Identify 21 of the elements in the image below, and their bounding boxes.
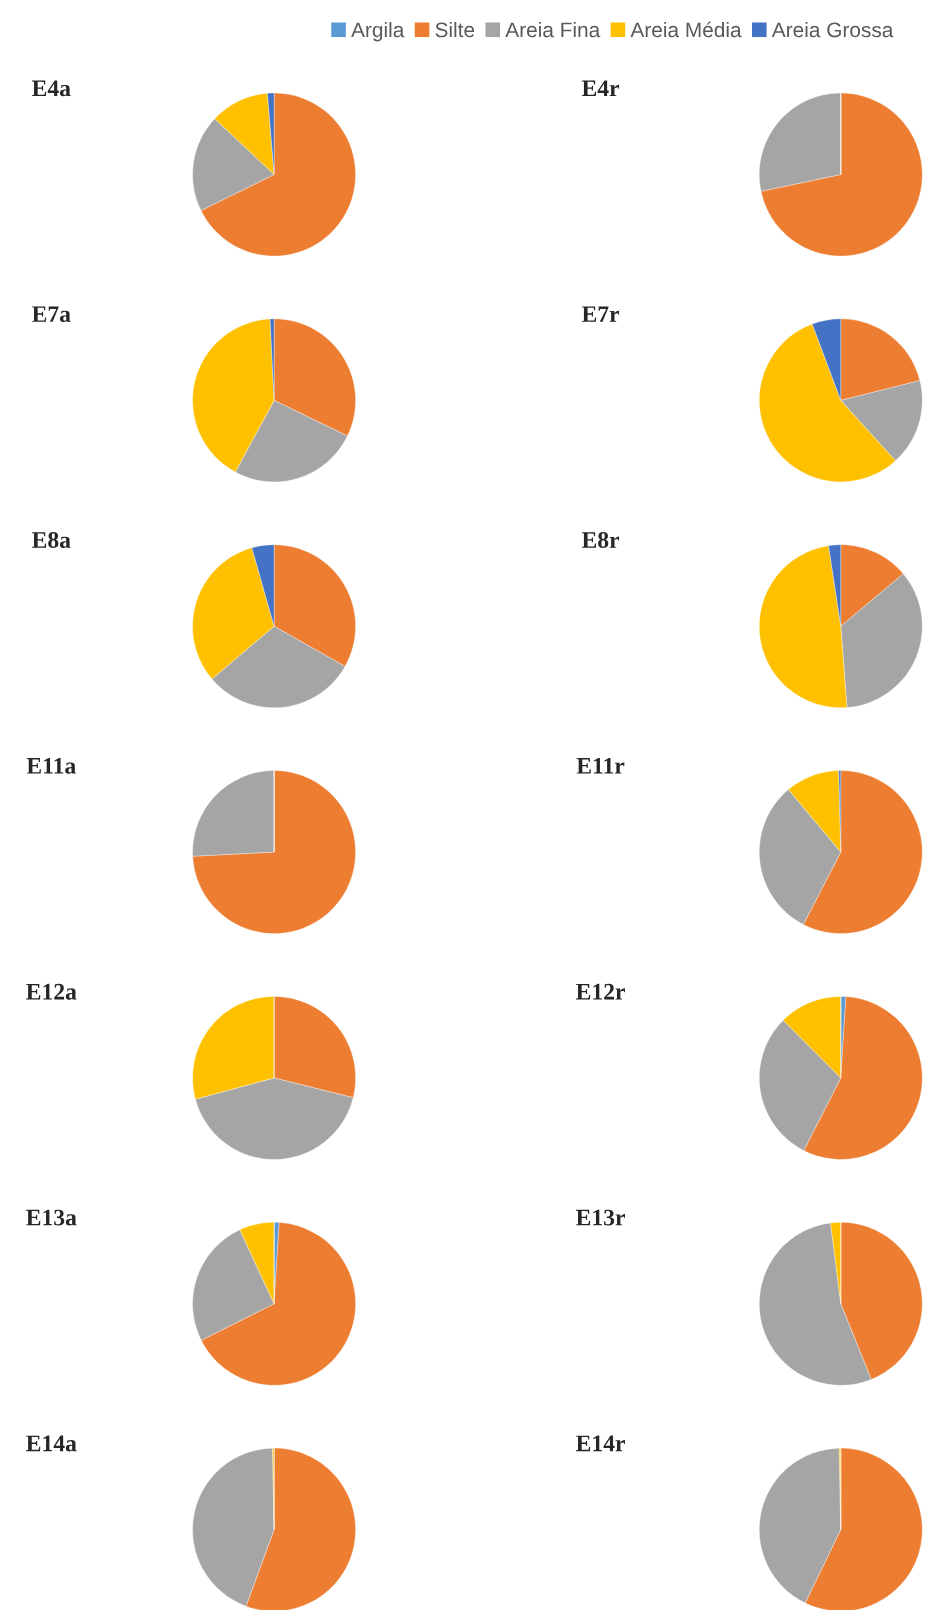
legend-label: Areia Média [630,21,742,38]
chart-title: E13r [576,1209,625,1226]
legend-label: Areia Grossa [771,21,894,38]
chart-title: E7r [581,306,620,322]
text: E4a [32,80,71,97]
chart-title: E14a [26,1435,77,1452]
chart-title: E12r [576,983,625,1000]
chart-title: E8a [32,532,71,548]
chart-title: E12a [26,983,77,1000]
chart-title: E8r [581,532,620,548]
chart-title: E7a [32,306,71,323]
legend-label: Argila [351,21,405,42]
chart-title: E14r [576,1435,625,1452]
pie-slice [760,92,923,257]
pie-slice [192,770,356,934]
chart-title: E11r [576,757,625,774]
chart-title: E13a [26,1209,77,1226]
chart-title: E4r [581,80,620,97]
legend-label: Silte [435,21,475,38]
legend-label: Areia Fina [505,21,601,38]
chart-title: E11a [26,757,76,774]
